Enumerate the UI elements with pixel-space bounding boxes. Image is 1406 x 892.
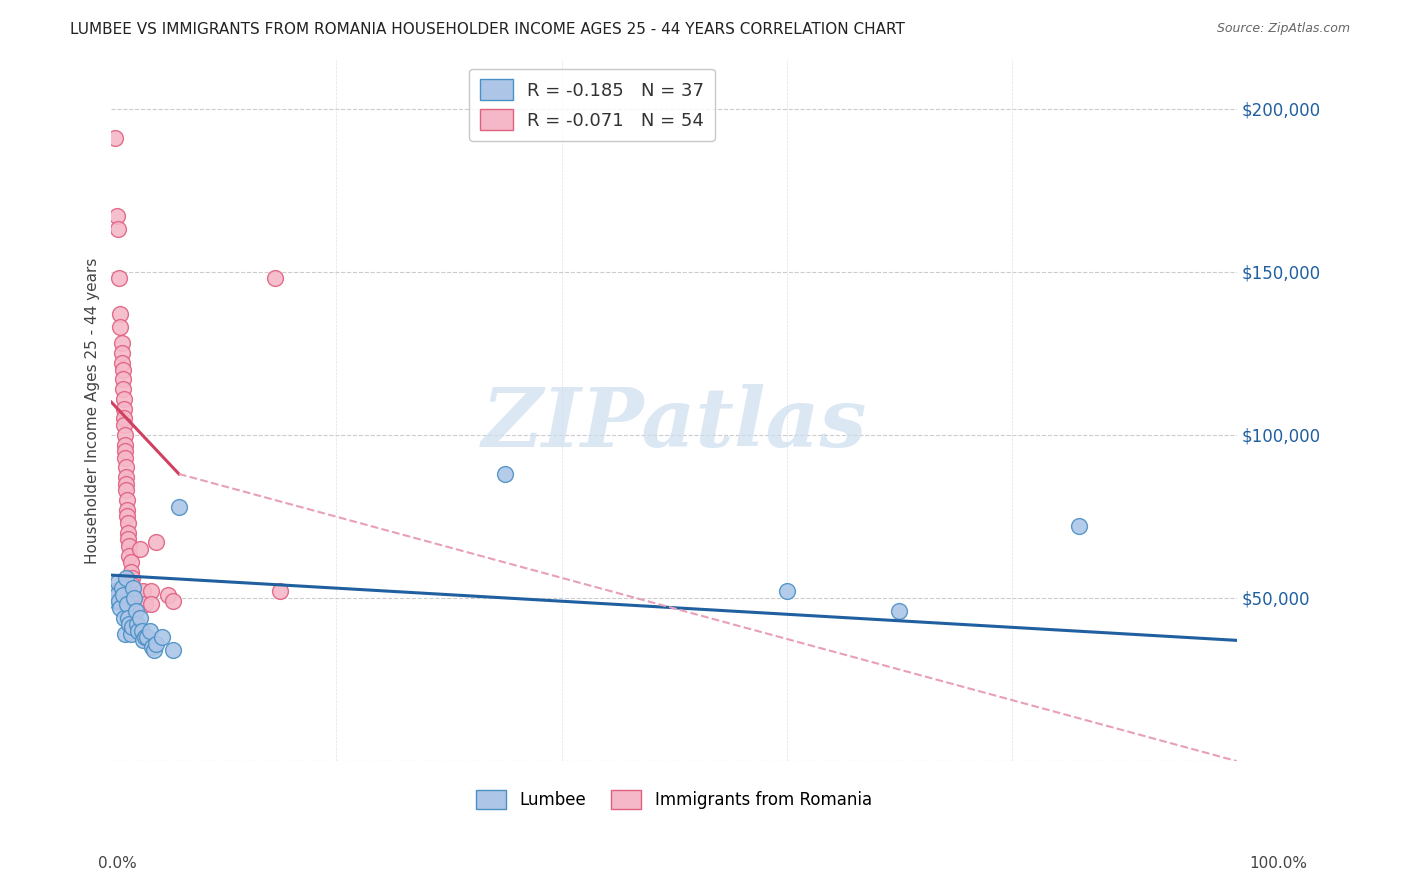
Point <box>145 637 167 651</box>
Point <box>120 627 142 641</box>
Point <box>494 467 516 481</box>
Point <box>118 617 141 632</box>
Point <box>105 588 128 602</box>
Point <box>114 627 136 641</box>
Point <box>110 307 132 321</box>
Point <box>138 624 160 638</box>
Point <box>775 584 797 599</box>
Point <box>114 444 136 458</box>
Point <box>112 401 135 416</box>
Point <box>139 598 162 612</box>
Point <box>887 604 910 618</box>
Point <box>104 131 127 145</box>
Point <box>115 503 138 517</box>
Point <box>120 565 142 579</box>
Point <box>121 620 143 634</box>
Point <box>115 598 138 612</box>
Point <box>127 617 149 632</box>
Point <box>121 588 143 602</box>
Point <box>111 372 134 386</box>
Point <box>112 392 135 406</box>
Point <box>115 571 138 585</box>
Point <box>110 600 132 615</box>
Point <box>110 346 132 360</box>
Point <box>115 493 138 508</box>
Y-axis label: Householder Income Ages 25 - 44 years: Householder Income Ages 25 - 44 years <box>86 257 100 564</box>
Point <box>120 555 142 569</box>
Point <box>110 336 132 351</box>
Point <box>136 630 159 644</box>
Point <box>150 630 173 644</box>
Point <box>162 594 184 608</box>
Point <box>117 516 139 530</box>
Point <box>108 271 131 285</box>
Point <box>141 640 163 654</box>
Point <box>269 584 291 599</box>
Point <box>121 581 143 595</box>
Point <box>115 483 138 498</box>
Point <box>131 624 153 638</box>
Point <box>128 610 150 624</box>
Point <box>115 470 138 484</box>
Point <box>121 578 143 592</box>
Point <box>118 539 141 553</box>
Point <box>110 320 132 334</box>
Text: ZIPatlas: ZIPatlas <box>481 384 868 465</box>
Point <box>156 588 179 602</box>
Point <box>112 411 135 425</box>
Point <box>124 617 146 632</box>
Point <box>111 588 134 602</box>
Point <box>115 509 138 524</box>
Point <box>127 624 149 638</box>
Point <box>114 450 136 465</box>
Text: LUMBEE VS IMMIGRANTS FROM ROMANIA HOUSEHOLDER INCOME AGES 25 - 44 YEARS CORRELAT: LUMBEE VS IMMIGRANTS FROM ROMANIA HOUSEH… <box>70 22 905 37</box>
Point <box>143 643 166 657</box>
Point <box>134 630 156 644</box>
Point <box>125 624 148 638</box>
Point <box>139 584 162 599</box>
Point <box>263 271 285 285</box>
Legend: Lumbee, Immigrants from Romania: Lumbee, Immigrants from Romania <box>470 783 879 816</box>
Point <box>114 427 136 442</box>
Point <box>110 356 132 370</box>
Point <box>118 549 141 563</box>
Point <box>134 598 156 612</box>
Point <box>145 535 167 549</box>
Point <box>107 222 129 236</box>
Text: 100.0%: 100.0% <box>1250 856 1308 871</box>
Point <box>111 362 134 376</box>
Point <box>114 437 136 451</box>
Point <box>132 633 155 648</box>
Point <box>112 610 135 624</box>
Point <box>121 594 143 608</box>
Point <box>104 584 127 599</box>
Point <box>115 460 138 475</box>
Point <box>1069 519 1091 533</box>
Point <box>105 209 128 223</box>
Point <box>117 525 139 540</box>
Point <box>121 571 143 585</box>
Point <box>128 541 150 556</box>
Point <box>117 610 139 624</box>
Point <box>162 643 184 657</box>
Point <box>110 581 132 595</box>
Point <box>104 594 127 608</box>
Point <box>132 584 155 599</box>
Point <box>167 500 190 514</box>
Point <box>122 610 145 624</box>
Point <box>125 604 148 618</box>
Point <box>117 533 139 547</box>
Point <box>111 382 134 396</box>
Point <box>122 591 145 605</box>
Point <box>107 574 129 589</box>
Text: Source: ZipAtlas.com: Source: ZipAtlas.com <box>1216 22 1350 36</box>
Point <box>108 594 131 608</box>
Point <box>115 476 138 491</box>
Point <box>122 600 145 615</box>
Text: 0.0%: 0.0% <box>98 856 138 871</box>
Point <box>112 417 135 432</box>
